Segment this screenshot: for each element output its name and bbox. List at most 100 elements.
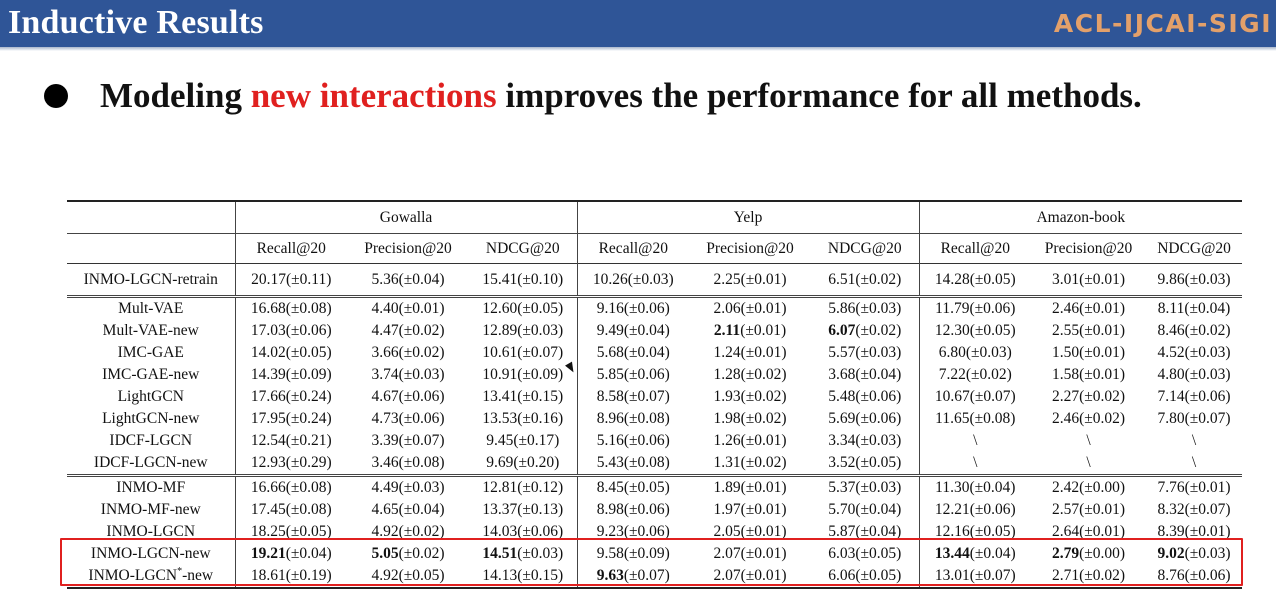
result-cell: 2.46(±0.02) bbox=[1051, 410, 1126, 427]
method-name-cell: INMO-MF bbox=[67, 474, 235, 499]
method-name-cell: INMO-LGCN*-new bbox=[67, 565, 235, 589]
result-cell: 11.79(±0.06) bbox=[918, 295, 1032, 320]
method-name-cell: LightGCN-new bbox=[102, 410, 200, 427]
table-row: IMC-GAE 14.02(±0.05) 3.66(±0.02) 10.61(±0.0… bbox=[67, 342, 1242, 364]
result-cell: 2.71(±0.02) bbox=[1031, 565, 1147, 589]
result-cell: 17.95(±0.24) bbox=[234, 408, 347, 430]
result-cell: 8.46(±0.02) bbox=[1157, 322, 1231, 339]
result-cell: 13.44(±0.04) bbox=[918, 543, 1032, 565]
method-name-cell: IMC-GAE-new bbox=[102, 366, 200, 383]
result-cell: 2.07(±0.01) bbox=[713, 545, 787, 562]
result-cell: 9.69(±0.20) bbox=[486, 454, 560, 471]
result-cell: 2.27(±0.02) bbox=[1051, 388, 1126, 405]
result-cell: 8.58(±0.07) bbox=[576, 386, 690, 408]
table-row: IMC-GAE-new 14.39(±0.09) 3.74(±0.03) 10.91(… bbox=[67, 364, 1242, 386]
metric-header: NDCG@20 bbox=[811, 233, 920, 264]
result-cell: 12.54(±0.21) bbox=[234, 430, 347, 452]
result-cell: 13.41(±0.15) bbox=[482, 388, 564, 405]
result-cell: 1.31(±0.02) bbox=[713, 454, 787, 471]
table-row: INMO-LGCN*-new 18.61(±0.19) 4.92(±0.05) 14.… bbox=[67, 565, 1243, 589]
method-name-cell: Mult-VAE-new bbox=[102, 322, 199, 339]
table-metric-header: Recall@20 Precision@20 NDCG@20 Recall@20 Pre… bbox=[67, 233, 1243, 264]
metric-header: Precision@20 bbox=[347, 233, 469, 264]
result-cell: 7.76(±0.01) bbox=[1146, 474, 1243, 499]
result-cell: 19.21(±0.04) bbox=[234, 543, 347, 565]
table-row: INMO-LGCN-new 19.21(±0.04) 5.05(±0.02) 14.5… bbox=[67, 543, 1242, 565]
result-cell: 9.16(±0.06) bbox=[576, 295, 690, 320]
table-body: INMO-LGCN-retrain 20.17(±0.11) 5.36(±0.04)… bbox=[67, 263, 1243, 589]
result-cell: 2.06(±0.01) bbox=[689, 295, 812, 320]
method-name-cell: IDCF-LGCN bbox=[109, 432, 193, 449]
result-cell: 9.49(±0.04) bbox=[576, 320, 690, 342]
method-name-cell: IMC-GAE bbox=[117, 344, 184, 361]
table-row: Mult-VAE 16.68(±0.08) 4.40(±0.01) 12.60(±0.… bbox=[67, 295, 1243, 320]
result-cell: 12.89(±0.03) bbox=[482, 322, 564, 339]
method-name-cell: LightGCN bbox=[117, 388, 184, 405]
results-table-container: Gowalla Yelp Amazon-book Recall@20 Precis… bbox=[67, 200, 1243, 589]
result-cell: 17.66(±0.24) bbox=[234, 386, 347, 408]
result-cell: 2.11(±0.01) bbox=[713, 322, 787, 339]
result-cell: 1.97(±0.01) bbox=[713, 501, 787, 518]
result-cell: 2.25(±0.01) bbox=[689, 263, 812, 297]
result-cell: 11.30(±0.04) bbox=[918, 474, 1032, 499]
result-cell: 7.22(±0.02) bbox=[918, 364, 1032, 386]
metric-header: Precision@20 bbox=[689, 233, 812, 264]
result-cell: 9.63(±0.07) bbox=[576, 565, 690, 589]
result-cell: 18.61(±0.19) bbox=[234, 565, 347, 589]
result-cell: \ bbox=[918, 430, 1032, 452]
result-cell: 10.91(±0.09) bbox=[482, 366, 564, 383]
group-header-yelp: Yelp bbox=[576, 200, 920, 234]
method-name-cell: INMO-MF-new bbox=[100, 501, 201, 518]
result-cell: 8.39(±0.01) bbox=[1157, 523, 1231, 540]
slide-title: Inductive Results bbox=[8, 4, 264, 41]
result-cell: 5.85(±0.06) bbox=[576, 364, 690, 386]
corner-cell bbox=[67, 200, 235, 234]
table-row: LightGCN-new 17.95(±0.24) 4.73(±0.06) 13.53… bbox=[67, 408, 1242, 430]
result-cell: 1.98(±0.02) bbox=[713, 410, 787, 427]
result-cell: 5.69(±0.06) bbox=[828, 410, 902, 427]
result-cell: \ bbox=[1086, 454, 1091, 471]
result-cell: 3.46(±0.08) bbox=[371, 454, 445, 471]
result-cell: 14.02(±0.05) bbox=[234, 342, 347, 364]
result-cell: 14.51(±0.03) bbox=[482, 545, 564, 562]
result-cell: 5.57(±0.03) bbox=[828, 344, 902, 361]
result-cell: 6.51(±0.02) bbox=[811, 263, 920, 297]
table-row: Mult-VAE-new 17.03(±0.06) 4.47(±0.02) 12.89… bbox=[67, 320, 1242, 342]
result-cell: 4.40(±0.01) bbox=[347, 295, 469, 320]
result-cell: 13.01(±0.07) bbox=[918, 565, 1032, 589]
result-cell: 7.14(±0.06) bbox=[1157, 388, 1231, 405]
result-cell: 5.43(±0.08) bbox=[576, 452, 690, 476]
result-cell: 1.58(±0.01) bbox=[1051, 366, 1126, 383]
result-cell: 3.34(±0.03) bbox=[828, 432, 902, 449]
header-divider bbox=[0, 47, 1276, 51]
slide-header-bar: Inductive Results ACL-IJCAI-SIGI bbox=[0, 0, 1276, 47]
result-cell: 4.65(±0.04) bbox=[371, 501, 445, 518]
result-cell: \ bbox=[1191, 432, 1197, 449]
table-row: INMO-MF 16.66(±0.08) 4.49(±0.03) 12.81(±0.1… bbox=[67, 474, 1243, 499]
result-cell: 9.23(±0.06) bbox=[576, 521, 690, 543]
table-group-header: Gowalla Yelp Amazon-book bbox=[67, 200, 1243, 234]
result-cell: 1.28(±0.02) bbox=[713, 366, 787, 383]
conference-logo: ACL-IJCAI-SIGI bbox=[1033, 9, 1276, 39]
result-cell: 6.03(±0.05) bbox=[828, 545, 902, 562]
table-row: LightGCN 17.66(±0.24) 4.67(±0.06) 13.41(±0.… bbox=[67, 386, 1242, 408]
result-cell: 3.39(±0.07) bbox=[371, 432, 445, 449]
result-cell: 7.80(±0.07) bbox=[1157, 410, 1231, 427]
table-row: IDCF-LGCN 12.54(±0.21) 3.39(±0.07) 9.45(±0.… bbox=[67, 430, 1242, 452]
result-cell: 12.60(±0.05) bbox=[469, 295, 578, 320]
table-row: INMO-MF-new 17.45(±0.08) 4.65(±0.04) 13.37(… bbox=[67, 499, 1242, 521]
bullet-icon bbox=[44, 84, 68, 108]
table-row: INMO-LGCN 18.25(±0.05) 4.92(±0.02) 14.03(±0… bbox=[67, 521, 1242, 543]
result-cell: 12.21(±0.06) bbox=[918, 499, 1032, 521]
result-cell: 5.48(±0.06) bbox=[828, 388, 902, 405]
result-cell: 17.03(±0.06) bbox=[234, 320, 347, 342]
table-row: IDCF-LGCN-new 12.93(±0.29) 3.46(±0.08) 9.69… bbox=[67, 452, 1242, 476]
result-cell: 5.36(±0.04) bbox=[347, 263, 469, 297]
result-cell: 3.01(±0.01) bbox=[1031, 263, 1147, 297]
result-cell: 13.53(±0.16) bbox=[482, 410, 564, 427]
result-cell: 2.07(±0.01) bbox=[689, 565, 812, 589]
result-cell: 2.05(±0.01) bbox=[713, 523, 787, 540]
result-cell: 12.81(±0.12) bbox=[469, 474, 578, 499]
result-cell: 5.86(±0.03) bbox=[811, 295, 920, 320]
bullet-highlight: new interactions bbox=[250, 76, 497, 115]
